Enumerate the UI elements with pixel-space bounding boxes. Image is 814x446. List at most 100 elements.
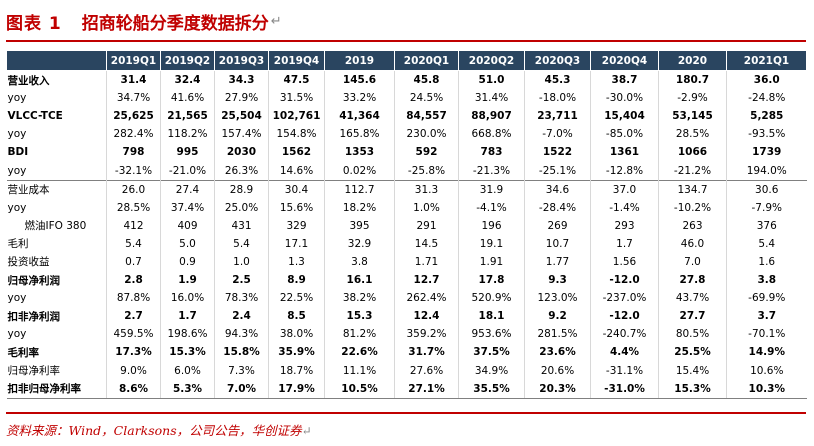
- table-cell: 35.9%: [268, 343, 325, 362]
- table-cell: -70.1%: [748, 328, 786, 341]
- table-cell: 431: [214, 216, 269, 235]
- table-cell: 38.0%: [268, 325, 325, 344]
- table-cell: 30.4: [268, 179, 325, 199]
- table-cell: 263: [658, 216, 727, 235]
- row-label: 毛利: [6, 234, 107, 253]
- table-cell: 19.1: [458, 234, 525, 253]
- table-cell: -28.4%: [524, 198, 591, 217]
- table-cell: 47.5: [268, 70, 325, 90]
- table-cell: 291: [394, 216, 459, 235]
- row-label: yoy: [6, 125, 107, 144]
- table-cell: 3.7: [757, 310, 777, 323]
- title-rule: [6, 40, 806, 42]
- header-cell-2019q2: 2019Q2: [160, 50, 215, 71]
- table-cell: 12.7: [394, 271, 459, 290]
- table-cell: 88,907: [458, 107, 525, 126]
- table-cell: 81.2%: [324, 325, 395, 344]
- table-cell: 1.0%: [394, 198, 459, 217]
- return-mark-icon: ↵: [301, 424, 312, 438]
- table-cell: -18.0%: [524, 89, 591, 108]
- table-cell: 0.9: [160, 252, 215, 272]
- table-row: yoy 87.8% 16.0% 78.3% 22.5% 38.2% 262.4% 520.9%…: [6, 289, 807, 308]
- table-header-row: 2019Q1 2019Q2 2019Q3 2019Q4 2019 2020Q1 2020Q2…: [6, 50, 807, 71]
- table-cell: 33.2%: [324, 89, 395, 108]
- table-cell: 11.1%: [324, 361, 395, 380]
- table-row: 扣非净利润 2.7 1.7 2.4 8.5 15.3 12.4 18.1 9.2 -12.0 27.…: [6, 307, 807, 326]
- table-cell: 35.5%: [458, 379, 525, 399]
- table-cell: -85.0%: [590, 125, 659, 144]
- table-cell: 80.5%: [658, 325, 727, 344]
- table-cell: 41,364: [324, 107, 395, 126]
- table-cell: -12.0: [590, 307, 659, 326]
- table-cell: 28.5%: [106, 198, 161, 217]
- header-cell-2020: 2020: [658, 50, 727, 71]
- table-cell: 27.8: [658, 271, 727, 290]
- table-cell: 459.5%: [106, 325, 161, 344]
- table-cell: 1.9: [160, 271, 215, 290]
- table-row: yoy 34.7% 41.6% 27.9% 31.5% 33.2% 24.5% 31.4% -1…: [6, 89, 807, 108]
- table-cell: 118.2%: [160, 125, 215, 144]
- table-cell: 1353: [324, 143, 395, 162]
- row-label: yoy: [6, 161, 107, 181]
- row-label: yoy: [6, 289, 107, 308]
- table-cell: 180.7: [658, 70, 727, 90]
- table-cell: 3.8: [757, 274, 777, 287]
- source-text: 资料来源：Wind，Clarksons，公司公告，华创证券: [6, 423, 302, 438]
- table-row: yoy 459.5% 198.6% 94.3% 38.0% 81.2% 359.2% 953.…: [6, 325, 807, 344]
- row-label: 毛利率: [6, 343, 107, 362]
- table-cell: 26.3%: [214, 161, 269, 181]
- table-cell: 1.7: [590, 234, 659, 253]
- footer-rule: [6, 412, 806, 414]
- table-cell: 2.4: [214, 307, 269, 326]
- table-cell: 45.3: [524, 70, 591, 90]
- table-cell: 1066: [658, 143, 727, 162]
- table-cell: 31.9: [458, 179, 525, 199]
- table-cell: -30.0%: [590, 89, 659, 108]
- table-cell: 9.3: [524, 271, 591, 290]
- row-label: 燃油IFO 380: [6, 216, 107, 235]
- table-cell: 34.6: [524, 179, 591, 199]
- table-cell: 15.4%: [658, 361, 727, 380]
- table-cell: 15.8%: [214, 343, 269, 362]
- table-cell: 12.4: [394, 307, 459, 326]
- table-cell: 154.8%: [268, 125, 325, 144]
- table-cell: 112.7: [324, 179, 395, 199]
- table-cell: 10.5%: [324, 379, 395, 399]
- row-label: yoy: [6, 89, 107, 108]
- table-cell: 87.8%: [106, 289, 161, 308]
- header-cell-2020q4: 2020Q4: [590, 50, 659, 71]
- table-cell: -1.4%: [590, 198, 659, 217]
- table-cell: 37.4%: [160, 198, 215, 217]
- table-cell: 37.5%: [458, 343, 525, 362]
- table-cell: 281.5%: [524, 325, 591, 344]
- header-cell-2020q1: 2020Q1: [394, 50, 459, 71]
- table-cell: -240.7%: [590, 325, 659, 344]
- header-cell-2020q2: 2020Q2: [458, 50, 525, 71]
- table-cell: 9.0%: [106, 361, 161, 380]
- table-cell: 31.4: [106, 70, 161, 90]
- table-cell: 20.3%: [524, 379, 591, 399]
- table-cell: 592: [394, 143, 459, 162]
- figure-caption: 招商轮船分季度数据拆分: [81, 13, 269, 34]
- table-cell: 6.0%: [160, 361, 215, 380]
- table-cell: 27.6%: [394, 361, 459, 380]
- table-cell: 34.9%: [458, 361, 525, 380]
- table-cell: 28.9: [214, 179, 269, 199]
- table-cell: 25.0%: [214, 198, 269, 217]
- table-cell: 51.0: [458, 70, 525, 90]
- table-cell: 28.5%: [658, 125, 727, 144]
- table-cell: 16.1: [324, 271, 395, 290]
- table-cell: 230.0%: [394, 125, 459, 144]
- table-cell: 376: [756, 219, 777, 232]
- table-cell: 282.4%: [106, 125, 161, 144]
- table-cell: 17.8: [458, 271, 525, 290]
- table-cell: 18.7%: [268, 361, 325, 380]
- return-mark-icon: ↵: [270, 13, 282, 29]
- table-cell: 15,404: [590, 107, 659, 126]
- row-label: BDI: [6, 143, 107, 162]
- table-cell: 1562: [268, 143, 325, 162]
- header-cell-2019q1: 2019Q1: [106, 50, 161, 71]
- header-cell-2019q4: 2019Q4: [268, 50, 325, 71]
- table-cell: 2.7: [106, 307, 161, 326]
- table-cell: 21,565: [160, 107, 215, 126]
